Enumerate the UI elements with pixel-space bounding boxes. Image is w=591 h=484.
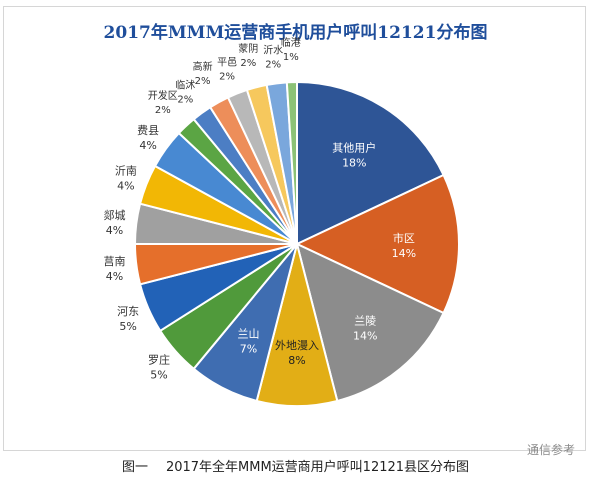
slice-label: 临沭 (175, 78, 195, 91)
slice-label: 费县 (137, 124, 159, 137)
slice-label: 兰山 (238, 327, 260, 340)
pie-slice (295, 242, 445, 403)
chart-title: 2017年MMM运营商手机用户呼叫12121分布图 (103, 23, 488, 43)
slice-percent-label: 2% (177, 94, 193, 105)
slice-label: 其他用户 (332, 141, 376, 155)
slice-percent-label: 2% (265, 60, 281, 71)
pie-slice (285, 80, 298, 245)
slice-label: 莒南 (104, 255, 126, 268)
slice-percent-label: 14% (392, 247, 416, 260)
pie-slices (133, 80, 460, 407)
slice-label: 蒙阴 (238, 42, 258, 55)
figure-number: 图一 (121, 460, 148, 475)
slice-label: 郯城 (104, 208, 126, 222)
slice-label: 外地漫入 (275, 338, 319, 352)
slice-label: 平邑 (217, 56, 237, 68)
slice-percent-label: 8% (288, 354, 305, 367)
slice-label: 沂南 (115, 164, 137, 177)
pie-slice (296, 80, 445, 246)
slice-label: 兰陵 (354, 314, 376, 327)
pie-slice (294, 173, 460, 315)
slice-percent-label: 18% (342, 157, 366, 170)
slice-label: 河东 (117, 305, 139, 318)
slice-percent-label: 4% (117, 179, 134, 192)
slice-percent-label: 4% (106, 224, 123, 237)
slice-percent-label: 14% (353, 329, 377, 342)
slice-percent-label: 4% (139, 139, 156, 152)
figure-caption-text: 2017年全年MMM运营商用户呼叫12121县区分布图 (165, 460, 470, 475)
slice-label: 沂水 (263, 44, 283, 57)
slice-label: 市区 (393, 231, 415, 245)
slice-percent-label: 1% (283, 52, 299, 63)
pie-labels: 其他用户 18% 市区 14% 兰陵 14% 外地漫入 8% 兰山 7% 罗庄 5% 河东 5% 莒南 4% 郯… (104, 36, 417, 382)
figure-caption: 图一 2017年全年MMM运营商用户呼叫12121县区分布图 (0, 456, 591, 475)
slice-label: 临港 (281, 36, 301, 49)
slice-percent-label: 4% (106, 270, 123, 283)
slice-percent-label: 7% (240, 342, 257, 355)
slice-percent-label: 5% (119, 320, 136, 333)
slice-percent-label: 5% (150, 369, 167, 382)
slice-percent-label: 2% (219, 71, 235, 82)
slice-label: 高新 (193, 60, 213, 73)
slice-percent-label: 2% (195, 76, 211, 87)
slice-label: 开发区 (148, 89, 178, 102)
slice-percent-label: 2% (240, 58, 256, 69)
slice-percent-label: 2% (155, 105, 171, 116)
slice-label: 罗庄 (148, 353, 170, 367)
watermark: 通信参考 (526, 443, 575, 457)
